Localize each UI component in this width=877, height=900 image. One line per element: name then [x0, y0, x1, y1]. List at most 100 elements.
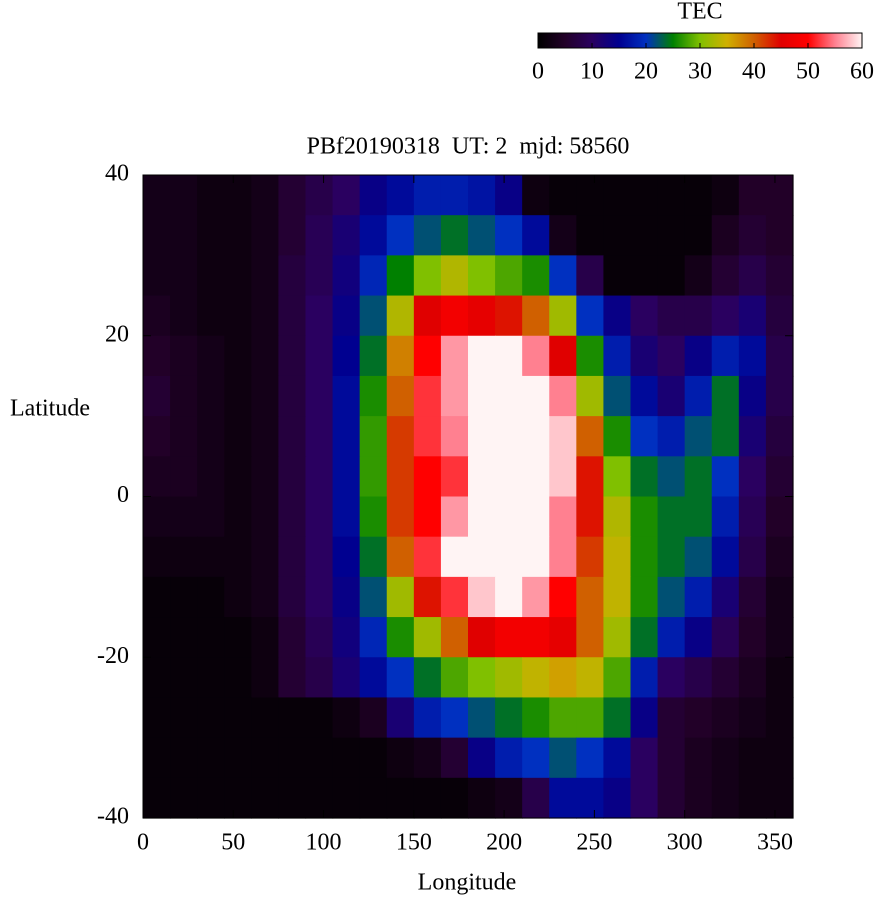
heat-cell [359, 175, 388, 216]
heat-cell [522, 255, 550, 297]
heat-cell [630, 215, 659, 256]
heat-cell [684, 576, 713, 618]
heat-cell [224, 295, 252, 337]
heat-cell [738, 617, 767, 658]
heat-cell [197, 697, 225, 739]
heat-cell [170, 496, 198, 538]
heat-cell [657, 456, 686, 498]
x-tick-label: 150 [396, 830, 432, 856]
heat-cell [386, 456, 415, 498]
heat-cell [170, 375, 198, 417]
heat-cell [224, 175, 252, 216]
heat-cell [711, 657, 740, 699]
heat-cell [143, 215, 171, 256]
heat-cell [495, 657, 523, 699]
heat-cell [251, 697, 280, 739]
heat-cell [468, 737, 496, 779]
heat-cell [440, 335, 469, 377]
heat-cell [305, 255, 334, 297]
heat-cell [684, 416, 713, 457]
heat-cell [332, 335, 361, 377]
heat-cell [684, 255, 713, 297]
heat-cell [359, 737, 388, 779]
heat-cell [440, 576, 469, 618]
heat-cell [603, 375, 632, 417]
heat-cell [359, 416, 388, 457]
heat-cell [359, 295, 388, 337]
heat-cell [332, 416, 361, 457]
heat-cell [170, 617, 198, 658]
heat-cell [630, 737, 659, 779]
heat-cell [765, 175, 794, 216]
heat-cell [522, 697, 550, 739]
heat-cell [738, 295, 767, 337]
x-tick-label: 50 [221, 830, 245, 856]
heat-cell [413, 536, 442, 578]
heat-cell [170, 737, 198, 779]
heat-cell [197, 496, 225, 538]
heat-cell [468, 255, 496, 297]
x-tick-label: 250 [576, 830, 612, 856]
heat-cell [440, 215, 469, 256]
heat-cell [278, 697, 307, 739]
heat-cell [305, 295, 334, 337]
heat-cell [630, 456, 659, 498]
heat-cell [143, 536, 171, 578]
heat-cell [278, 295, 307, 337]
heat-cell [684, 496, 713, 538]
heat-cell [251, 536, 280, 578]
heat-cell [522, 375, 550, 417]
heat-cell [630, 375, 659, 417]
heat-cell [197, 456, 225, 498]
heat-cell [522, 496, 550, 538]
heat-cell [305, 375, 334, 417]
heat-cell [495, 777, 523, 819]
heat-cell [468, 657, 496, 699]
heat-cell [170, 697, 198, 739]
heat-cell [224, 777, 252, 819]
heat-cell [684, 657, 713, 699]
heat-cell [278, 375, 307, 417]
chart-title: PBf20190318 UT: 2 mjd: 58560 [307, 134, 630, 160]
heat-cell [332, 295, 361, 337]
heat-cell [549, 657, 577, 699]
colorbar-tick-label: 40 [742, 59, 766, 85]
heat-cell [359, 255, 388, 297]
heat-cell [359, 777, 388, 819]
heat-cell [224, 657, 252, 699]
heat-cell [332, 576, 361, 618]
heat-cell [143, 657, 171, 699]
heat-cell [657, 295, 686, 337]
heat-cell [278, 496, 307, 538]
heat-cell [413, 737, 442, 779]
heat-cell [630, 536, 659, 578]
heat-cell [278, 617, 307, 658]
heat-cell [251, 617, 280, 658]
heat-cell [630, 255, 659, 297]
heat-cell [684, 335, 713, 377]
heat-cell [738, 215, 767, 256]
heat-cell [413, 335, 442, 377]
colorbar-tick-label: 20 [634, 59, 658, 85]
heat-cell [603, 215, 632, 256]
heat-cell [251, 496, 280, 538]
heat-cell [197, 255, 225, 297]
heat-cell [332, 456, 361, 498]
heat-cell [197, 657, 225, 699]
heat-cell [738, 697, 767, 739]
heat-cell [630, 657, 659, 699]
heat-cell [495, 215, 523, 256]
colorbar-tick-label: 60 [850, 59, 874, 85]
heat-cell [224, 255, 252, 297]
heat-cell [251, 255, 280, 297]
heat-cell [549, 456, 577, 498]
heat-cell [549, 697, 577, 739]
colorbar-tick-label: 0 [532, 59, 544, 85]
heat-cell [468, 295, 496, 337]
heat-cell [224, 375, 252, 417]
heat-cell [549, 416, 577, 457]
heat-cell [495, 697, 523, 739]
heat-cell [738, 175, 767, 216]
heat-cell [440, 295, 469, 337]
heat-cell [143, 295, 171, 337]
